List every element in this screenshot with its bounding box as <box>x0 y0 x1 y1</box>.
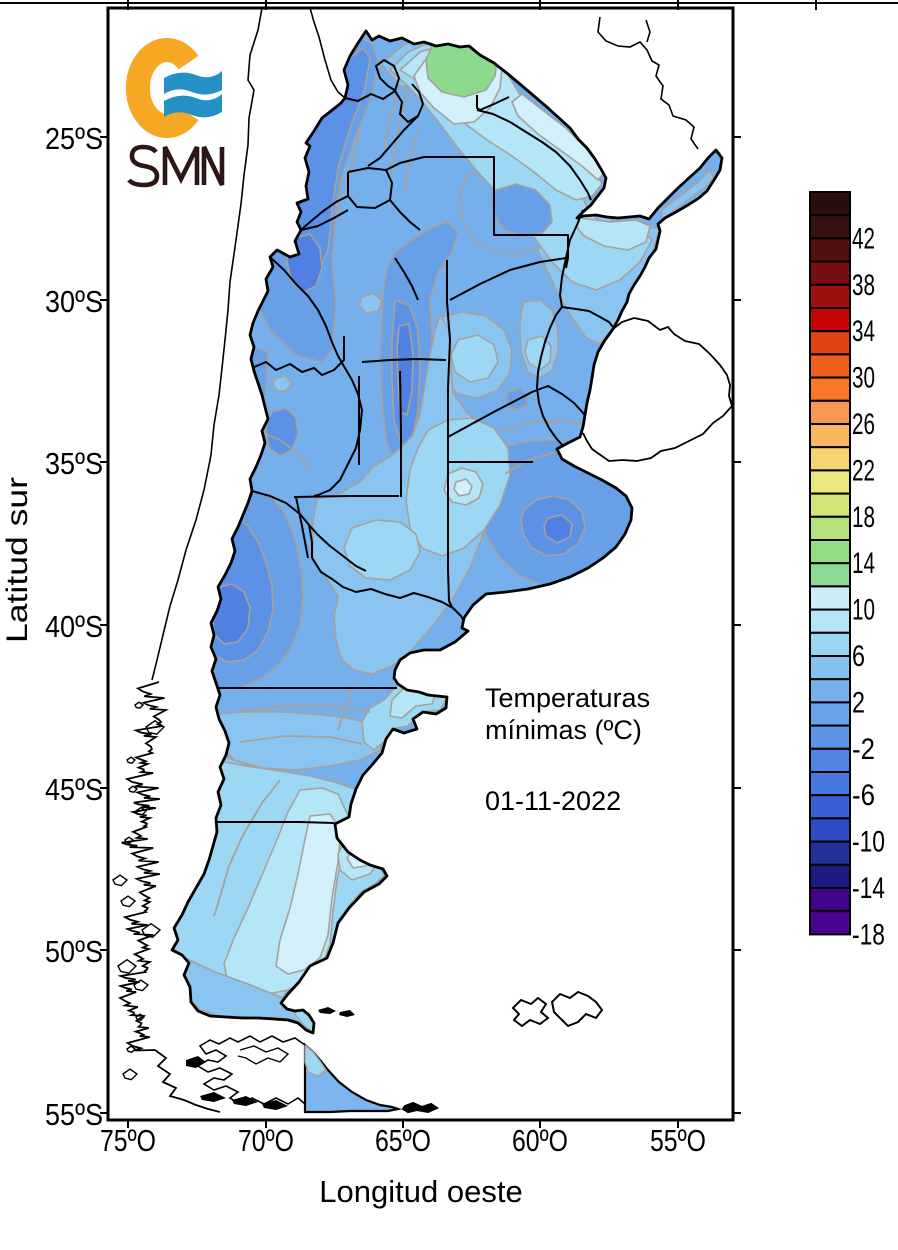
svg-text:55ºS: 55ºS <box>45 1097 103 1132</box>
svg-text:65ºO: 65ºO <box>375 1123 431 1158</box>
svg-text:-10: -10 <box>852 826 885 859</box>
svg-text:55ºO: 55ºO <box>650 1123 706 1158</box>
svg-text:22: 22 <box>852 454 875 487</box>
svg-text:60ºO: 60ºO <box>512 1123 568 1158</box>
svg-text:-18: -18 <box>852 918 885 951</box>
svg-text:45ºS: 45ºS <box>45 772 103 807</box>
svg-text:25ºS: 25ºS <box>45 121 103 156</box>
svg-text:38: 38 <box>852 269 875 302</box>
svg-text:Longitud oeste: Longitud oeste <box>319 1174 522 1209</box>
svg-text:75ºO: 75ºO <box>100 1123 156 1158</box>
svg-text:50ºS: 50ºS <box>45 934 103 969</box>
svg-text:10: 10 <box>852 594 875 627</box>
svg-text:-2: -2 <box>852 733 875 766</box>
svg-text:-14: -14 <box>852 872 885 905</box>
svg-text:34: 34 <box>852 315 875 348</box>
svg-text:26: 26 <box>852 408 875 441</box>
svg-text:42: 42 <box>852 222 875 255</box>
svg-text:18: 18 <box>852 501 875 534</box>
svg-text:01-11-2022: 01-11-2022 <box>485 786 621 816</box>
svg-text:35ºS: 35ºS <box>45 446 103 481</box>
svg-text:30: 30 <box>852 362 875 395</box>
svg-text:mínimas (ºC): mínimas (ºC) <box>485 715 642 745</box>
svg-text:30ºS: 30ºS <box>45 284 103 319</box>
svg-text:Latitud sur: Latitud sur <box>1 477 34 643</box>
svg-text:-6: -6 <box>852 779 875 812</box>
svg-text:6: 6 <box>852 640 865 673</box>
svg-text:70ºO: 70ºO <box>238 1123 294 1158</box>
svg-text:Temperaturas: Temperaturas <box>485 683 650 713</box>
svg-text:2: 2 <box>852 686 865 719</box>
svg-text:14: 14 <box>852 547 875 580</box>
svg-text:40ºS: 40ºS <box>45 609 103 644</box>
